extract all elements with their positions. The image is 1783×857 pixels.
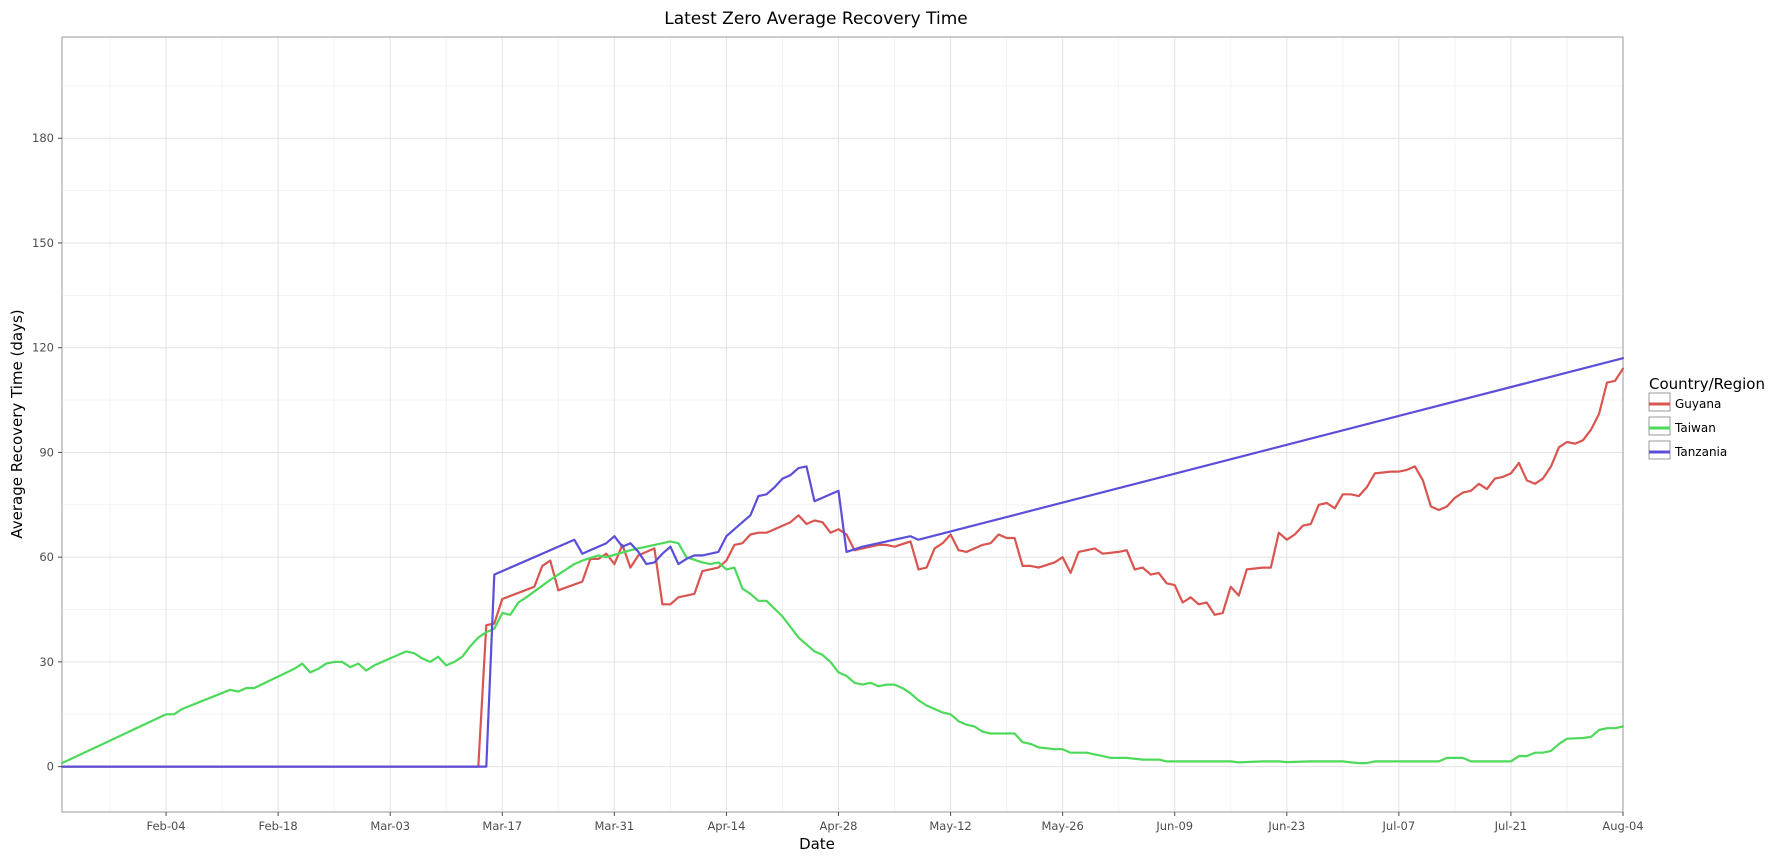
- y-tick-label: 90: [39, 445, 54, 459]
- x-tick-label: Jul-07: [1382, 819, 1416, 833]
- x-axis-title: Date: [799, 835, 835, 853]
- chart-title: Latest Zero Average Recovery Time: [664, 9, 968, 29]
- x-tick-label: May-12: [929, 819, 971, 833]
- x-tick-label: Aug-04: [1602, 819, 1643, 833]
- x-tick-label: Jun-09: [1155, 819, 1193, 833]
- legend-key-box: [1648, 416, 1671, 436]
- series-line-guyana: [60, 367, 1625, 768]
- minor-gridlines: [62, 37, 1623, 812]
- plot-area: [61, 36, 1624, 813]
- legend: Country/Region Guyana Taiwan Tanzania: [1648, 375, 1765, 460]
- legend-key-box: [1648, 392, 1671, 412]
- series-line-tanzania: [60, 357, 1625, 768]
- x-tick-label: Feb-18: [259, 819, 298, 833]
- x-tick-label: Apr-14: [707, 819, 745, 833]
- y-tick-label: 120: [32, 341, 54, 355]
- x-tick-label: Jul-21: [1494, 819, 1528, 833]
- y-axis-title: Average Recovery Time (days): [8, 309, 26, 538]
- y-tick-label: 0: [47, 760, 54, 774]
- x-tick-label: Feb-04: [146, 819, 185, 833]
- x-tick-label: Mar-31: [594, 819, 634, 833]
- y-axis-ticks: 0 30 60 90 120 150 180: [32, 131, 62, 774]
- series-line-taiwan: [60, 540, 1625, 765]
- y-tick-label: 30: [39, 655, 54, 669]
- legend-title: Country/Region: [1649, 375, 1765, 393]
- x-tick-label: Mar-17: [482, 819, 522, 833]
- y-tick-label: 180: [32, 131, 54, 145]
- y-tick-label: 60: [39, 550, 54, 564]
- major-gridlines: [62, 37, 1624, 812]
- series-lines: [60, 357, 1625, 768]
- x-tick-label: Mar-03: [370, 819, 410, 833]
- legend-label-taiwan: Taiwan: [1674, 421, 1716, 435]
- x-tick-label: Apr-28: [820, 819, 858, 833]
- x-tick-label: May-26: [1041, 819, 1083, 833]
- legend-label-tanzania: Tanzania: [1674, 445, 1727, 459]
- legend-label-guyana: Guyana: [1675, 397, 1721, 411]
- legend-key-box: [1648, 440, 1671, 460]
- x-axis-ticks: Feb-04 Feb-18 Mar-03 Mar-17 Mar-31 Apr-14 Apr-…: [146, 812, 1644, 833]
- x-tick-label: Jun-23: [1267, 819, 1305, 833]
- y-tick-label: 150: [32, 236, 54, 250]
